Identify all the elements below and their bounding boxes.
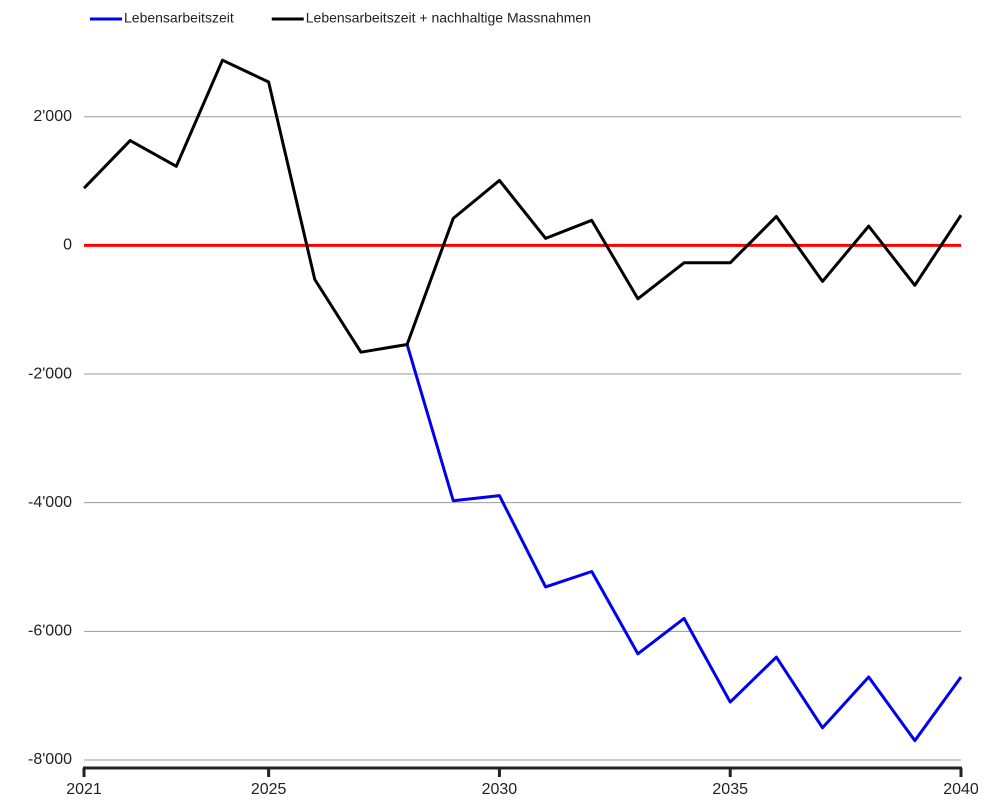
x-tick-label: 2030 xyxy=(482,781,518,798)
legend-label: Lebensarbeitszeit + nachhaltige Massnahm… xyxy=(306,10,591,26)
y-tick-label: -4'000 xyxy=(28,494,72,511)
series-line xyxy=(405,344,963,743)
legend-label: Lebensarbeitszeit xyxy=(124,10,234,26)
y-tick-label: -8'000 xyxy=(28,751,72,768)
y-tick-label: -6'000 xyxy=(28,623,72,640)
x-tick-label: 2025 xyxy=(251,781,287,798)
x-tick-label: 2040 xyxy=(943,781,979,798)
x-tick-label: 2035 xyxy=(712,781,748,798)
legend: Lebensarbeitszeit Lebensarbeitszeit + nac… xyxy=(90,10,591,26)
y-tick-label: 2'000 xyxy=(33,108,72,125)
x-tick-label: 2021 xyxy=(66,781,102,798)
y-tick-label: 0 xyxy=(63,237,72,254)
y-tick-label: -2'000 xyxy=(28,365,72,382)
series-line xyxy=(82,58,963,354)
